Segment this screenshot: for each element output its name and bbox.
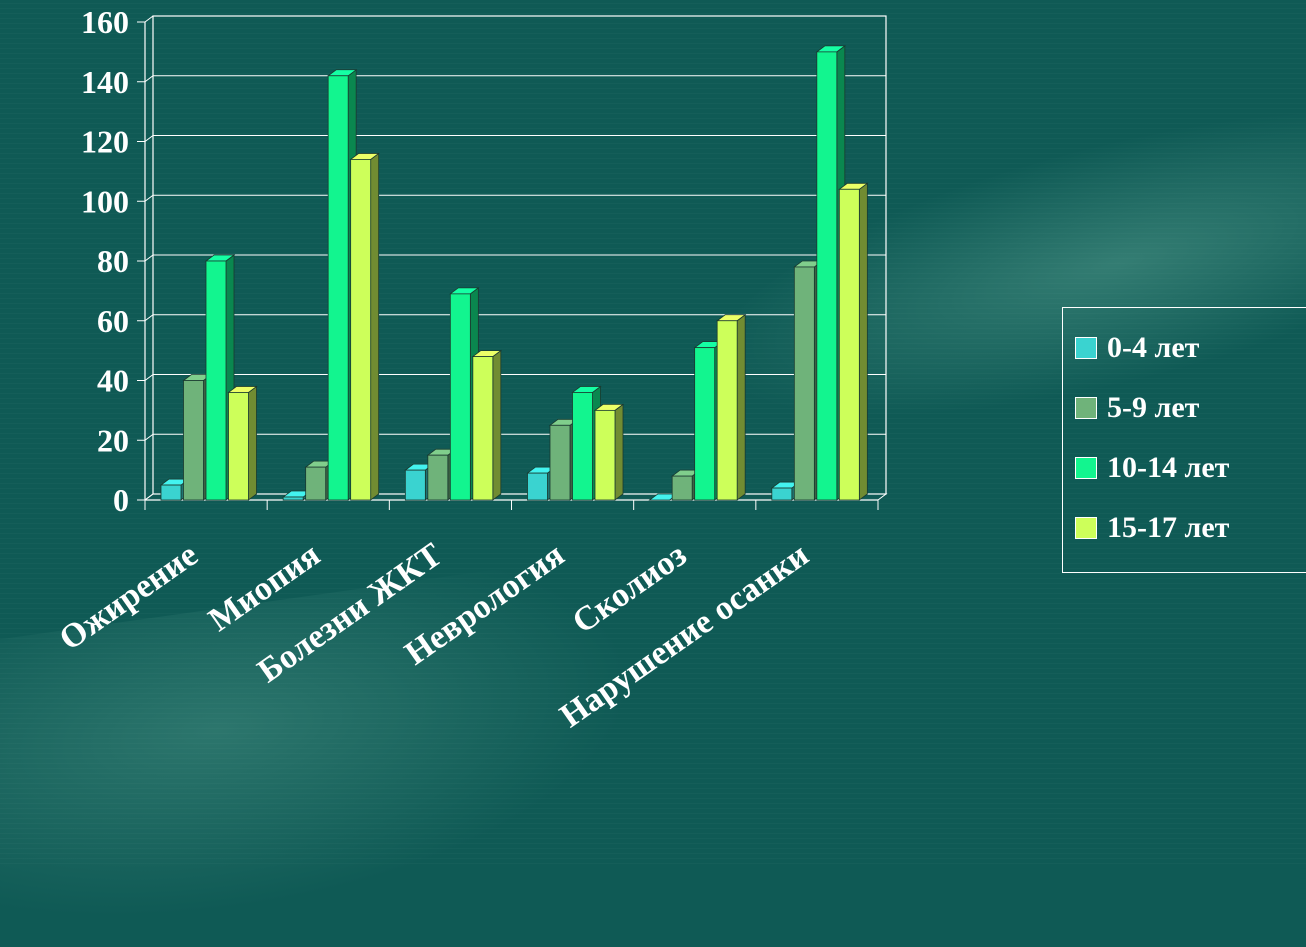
legend-swatch — [1075, 457, 1097, 479]
legend-label: 15-17 лет — [1107, 511, 1230, 544]
bar-face — [594, 409, 616, 501]
y-tick-label: 40 — [97, 363, 129, 399]
bar — [349, 152, 380, 501]
bar-face — [305, 466, 327, 501]
y-tick-label: 0 — [113, 482, 129, 518]
x-category-label: Ожирение — [53, 536, 205, 658]
bar-face — [838, 188, 860, 501]
bar-face — [228, 392, 249, 501]
bar-face — [183, 380, 204, 501]
legend-label: 10-14 лет — [1107, 451, 1230, 484]
bar — [715, 313, 747, 501]
y-tick-label: 100 — [81, 183, 129, 219]
bar-face — [160, 484, 182, 501]
bar — [838, 182, 869, 501]
bar-face — [736, 313, 746, 501]
bar-face — [327, 75, 349, 501]
legend-item: 10-14 лет — [1075, 438, 1306, 498]
bar-face — [427, 454, 449, 501]
y-tick-label: 140 — [81, 64, 129, 100]
bar-face — [449, 293, 471, 501]
bar-face — [614, 403, 624, 501]
bar-face — [350, 159, 372, 501]
bar-face — [205, 260, 227, 501]
bar — [204, 254, 236, 501]
bar-face — [671, 475, 693, 501]
legend-item: 15-17 лет — [1075, 498, 1306, 558]
bar — [471, 349, 503, 501]
gridline-side — [144, 135, 154, 142]
bar-face — [549, 424, 571, 501]
bar — [593, 403, 625, 501]
gridline-side — [144, 15, 154, 23]
bar-face — [771, 487, 793, 501]
legend-item: 0-4 лет — [1075, 318, 1306, 378]
bar-face — [282, 496, 304, 501]
bar-face — [472, 356, 494, 501]
bar-face — [404, 469, 426, 501]
legend-swatch — [1075, 517, 1097, 539]
bar-face — [816, 51, 838, 501]
legend-label: 5-9 лет — [1107, 391, 1200, 424]
bar-face — [248, 385, 257, 501]
legend-swatch — [1075, 337, 1097, 359]
legend-label: 0-4 лет — [1107, 331, 1200, 364]
bar-face — [492, 349, 502, 501]
y-tick-label: 160 — [81, 4, 129, 40]
gridline-side — [144, 194, 154, 202]
gridline-side — [144, 374, 154, 381]
y-tick-label: 80 — [97, 243, 129, 279]
gridline-side — [144, 314, 154, 322]
gridline-side — [144, 254, 154, 262]
gridline-side — [144, 433, 154, 441]
bar-face — [572, 392, 593, 501]
bar-face — [793, 266, 815, 501]
legend-swatch — [1075, 397, 1097, 419]
bar-face — [716, 320, 738, 501]
bar-face — [370, 152, 380, 501]
legend-item: 5-9 лет — [1075, 378, 1306, 438]
bar-face — [694, 347, 716, 501]
chart-legend: 0-4 лет 5-9 лет 10-14 лет 15-17 лет — [1062, 307, 1306, 573]
y-tick-label: 60 — [97, 303, 129, 339]
bar-face — [527, 472, 548, 501]
gridline-side — [144, 75, 154, 83]
bar-chart: 020406080100120140160ОжирениеМиопияБолез… — [53, 4, 888, 735]
bar — [227, 385, 258, 501]
y-tick-label: 120 — [81, 124, 129, 160]
y-tick-label: 20 — [97, 422, 129, 458]
bar-face — [858, 182, 868, 501]
